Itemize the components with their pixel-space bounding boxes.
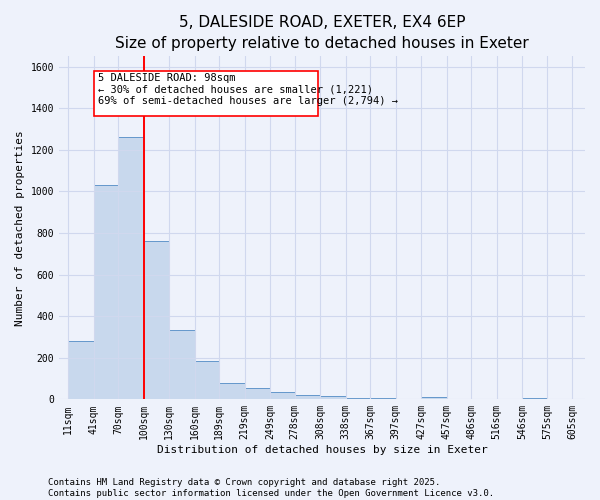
Bar xyxy=(270,392,295,400)
Bar xyxy=(68,341,94,400)
Bar xyxy=(219,382,245,400)
Bar xyxy=(370,398,396,400)
Y-axis label: Number of detached properties: Number of detached properties xyxy=(15,130,25,326)
Bar xyxy=(295,395,320,400)
Bar xyxy=(320,396,346,400)
Bar xyxy=(169,330,194,400)
Bar xyxy=(270,392,295,400)
Text: Contains HM Land Registry data © Crown copyright and database right 2025.
Contai: Contains HM Land Registry data © Crown c… xyxy=(48,478,494,498)
Bar xyxy=(194,361,219,400)
Title: 5, DALESIDE ROAD, EXETER, EX4 6EP
Size of property relative to detached houses i: 5, DALESIDE ROAD, EXETER, EX4 6EP Size o… xyxy=(115,15,529,51)
Bar xyxy=(68,341,94,400)
Bar xyxy=(245,388,270,400)
Bar xyxy=(118,138,144,400)
Bar xyxy=(522,398,547,400)
Bar xyxy=(194,361,219,400)
FancyBboxPatch shape xyxy=(94,71,318,116)
Bar xyxy=(144,242,169,400)
Bar xyxy=(522,398,547,400)
Bar xyxy=(346,398,370,400)
Bar xyxy=(94,185,118,400)
Bar xyxy=(295,395,320,400)
X-axis label: Distribution of detached houses by size in Exeter: Distribution of detached houses by size … xyxy=(157,445,487,455)
Bar xyxy=(169,330,194,400)
Text: 5 DALESIDE ROAD: 98sqm
← 30% of detached houses are smaller (1,221)
69% of semi-: 5 DALESIDE ROAD: 98sqm ← 30% of detached… xyxy=(98,73,398,106)
Bar xyxy=(320,396,346,400)
Bar xyxy=(421,398,446,400)
Bar xyxy=(144,242,169,400)
Bar xyxy=(346,398,370,400)
Bar xyxy=(118,138,144,400)
Bar xyxy=(245,388,270,400)
Bar xyxy=(421,398,446,400)
Bar xyxy=(94,185,118,400)
Bar xyxy=(219,382,245,400)
Bar xyxy=(370,398,396,400)
